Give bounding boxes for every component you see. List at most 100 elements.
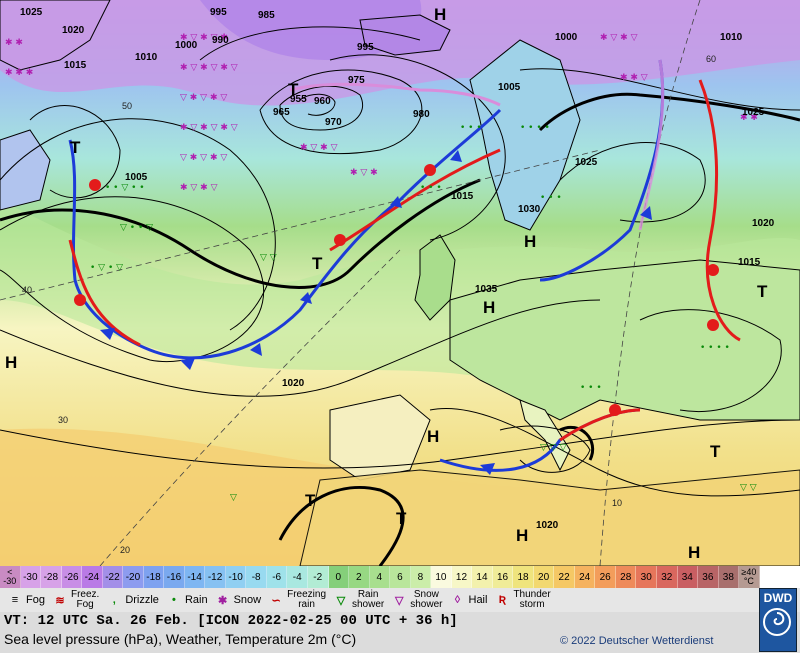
scale-cell-label: 8	[417, 571, 424, 583]
north-africa-land	[299, 469, 800, 566]
scale-cell: 38	[718, 566, 740, 588]
isobar-label: 985	[258, 10, 275, 21]
low-center: T	[312, 254, 323, 273]
isobar-label: 1000	[555, 32, 578, 43]
dash-lines	[0, 0, 701, 566]
temp-label: 50	[122, 101, 132, 111]
legend-label: Drizzle	[125, 594, 159, 606]
low-center: T	[70, 138, 81, 157]
scale-cell: 20	[533, 566, 555, 588]
scale-cell: -20	[123, 566, 144, 588]
legend-item: ✱ Snow	[214, 594, 262, 607]
svg-text:✱ ✱ ✱: ✱ ✱ ✱	[5, 68, 33, 78]
logo-text: DWD	[763, 591, 793, 605]
scale-cell-label: -30	[23, 571, 38, 583]
isobar-label: 1020	[282, 378, 305, 389]
svg-text:✱ ✱: ✱ ✱	[740, 113, 758, 123]
scale-cell-label: -22	[105, 571, 120, 583]
scale-cell-label: °C	[743, 576, 754, 586]
scale-cell: 10	[431, 566, 452, 588]
legend-item: ≋ Freez. Fog	[51, 590, 99, 610]
svg-text:▽ ▽ ▽: ▽ ▽ ▽	[540, 443, 567, 453]
scale-cell-label: -18	[146, 571, 161, 583]
weather-map: ✱ ▽ ✱ ▽ ✱ ✱ ▽ ✱ ▽ ✱ ▽ ▽ ✱ ▽ ✱ ▽ ✱ ▽ ✱ ▽ …	[0, 0, 800, 566]
scale-cell-label: -6	[272, 571, 282, 583]
scale-cell: 36	[698, 566, 719, 588]
scale-cell-label: -14	[187, 571, 202, 583]
scale-cell: 16	[492, 566, 514, 588]
scale-cell-label: -26	[64, 571, 79, 583]
low-center: T	[710, 442, 721, 461]
snow-icon: ✱	[217, 594, 228, 607]
isobar-label: 960	[314, 96, 331, 107]
fog-icon: ≡	[11, 594, 19, 606]
isobar-label: 965	[273, 107, 290, 118]
legend-label-line: Freez.	[70, 589, 100, 600]
low-center: T	[305, 491, 316, 510]
scale-cell-label: 32	[661, 571, 673, 583]
svg-text:▽ ▽: ▽ ▽	[260, 253, 277, 263]
scale-cell-label: 20	[538, 571, 550, 583]
iceland-land	[359, 14, 451, 56]
isobar-labels: 1025 1020 1015 1010 995 990 985 1000 100…	[20, 7, 775, 531]
rain-symbols: • • ▽ • • ▽ • • ▽ • ▽ • ▽ ▽ ▽ • • • • • …	[90, 123, 757, 503]
warm-front-symbols	[74, 164, 719, 416]
legend-label: Freezing rain	[287, 590, 326, 610]
svg-text:• • •: • • •	[420, 183, 442, 193]
thunderstorm-icon: Ʀ	[498, 594, 507, 606]
pressure-centers: H H H H H H T T T T T T T H	[5, 5, 768, 562]
scale-cell-label: <	[7, 567, 13, 577]
drizzle-icon: ,	[112, 594, 116, 606]
scale-cell: -26	[61, 566, 83, 588]
svg-text:✱ ▽ ✱ ▽ ✱: ✱ ▽ ✱ ▽ ✱	[180, 33, 228, 43]
temp-label: 10	[612, 498, 622, 508]
svg-text:✱ ▽ ✱ ▽: ✱ ▽ ✱ ▽	[180, 183, 218, 193]
scale-cell: -16	[164, 566, 185, 588]
dwd-logo: DWD	[759, 588, 797, 652]
svg-text:✱ ✱ ▽: ✱ ✱ ▽	[620, 73, 648, 83]
britain-land	[414, 234, 456, 321]
svg-text:▽ ▽: ▽ ▽	[740, 483, 757, 493]
svg-text:▽ ✱ ▽ ✱ ▽: ▽ ✱ ▽ ✱ ▽	[180, 93, 227, 103]
scale-cell-label: -24	[84, 571, 100, 583]
svg-text:• • •: • • •	[460, 123, 482, 133]
scale-cell: 4	[369, 566, 391, 588]
scale-cell-label: 14	[476, 571, 488, 583]
freezing-rain-icon: ∽	[271, 594, 281, 607]
scale-cell-label: 26	[599, 571, 611, 583]
logo-swirl-icon	[763, 608, 791, 636]
isobar-label: 1025	[20, 7, 43, 18]
scale-cell: 32	[657, 566, 678, 588]
scale-cell-label: -20	[125, 571, 141, 583]
scale-cell: -8	[246, 566, 267, 588]
scale-cell: 30	[636, 566, 657, 588]
temp-label: 30	[58, 415, 68, 425]
temp-label: 40	[22, 285, 32, 295]
svg-text:✱ ✱: ✱ ✱	[5, 38, 23, 48]
rain-shower-icon: ▽	[336, 594, 346, 607]
scale-cell-label: 30	[640, 571, 652, 583]
svg-text:▽ ✱ ▽ ✱ ▽: ▽ ✱ ▽ ✱ ▽	[180, 153, 227, 163]
scale-cell-label: 38	[722, 571, 734, 583]
legend-label-line: Rain	[357, 589, 379, 600]
hail-icon: ◊	[454, 594, 461, 606]
scale-cell: 22	[554, 566, 575, 588]
temperature-labels: 40 30 20 10 50 60	[22, 54, 716, 555]
scale-cell: 18	[513, 566, 534, 588]
legend-label: Snow	[233, 594, 262, 606]
temp-label: 20	[120, 545, 130, 555]
isobar-label: 1005	[498, 82, 521, 93]
isobar-label: 1035	[475, 284, 498, 295]
legend-label-line: Fog	[76, 599, 94, 610]
scale-cell-label: ≥40	[741, 567, 757, 577]
svg-text:✱ ▽ ✱ ▽ ✱ ▽: ✱ ▽ ✱ ▽ ✱ ▽	[180, 63, 238, 73]
italy-land	[519, 399, 571, 472]
legend-label-line: Freezing	[287, 589, 326, 600]
isobar-label: 1025	[575, 157, 598, 168]
svg-text:• ▽ • ▽: • ▽ • ▽	[90, 263, 123, 273]
copyright: © 2022 Deutscher Wetterdienst	[560, 635, 714, 647]
greenland-land	[0, 0, 111, 71]
scale-cell: ≥40 °C	[739, 566, 760, 588]
scale-cell-label: -12	[207, 571, 223, 583]
legend-item: • Rain	[165, 594, 208, 606]
